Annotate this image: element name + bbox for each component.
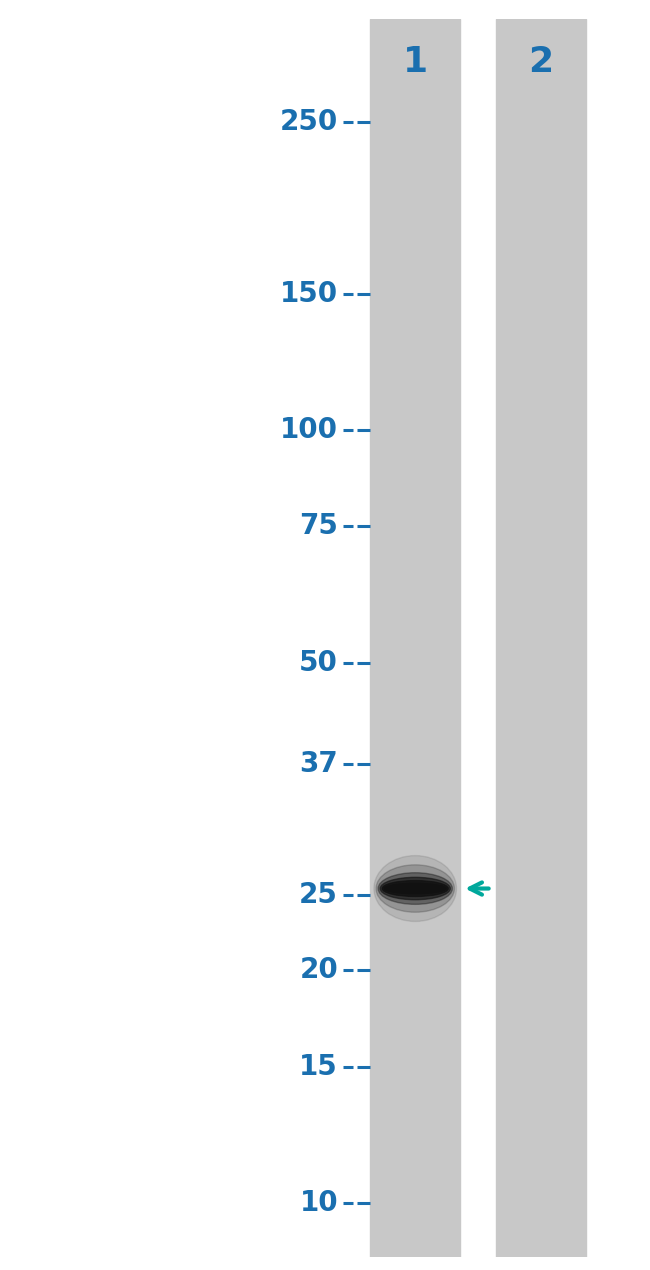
Text: 37: 37 <box>300 749 338 777</box>
Text: 50: 50 <box>299 649 338 677</box>
Text: 100: 100 <box>280 415 338 443</box>
Text: 20: 20 <box>300 956 338 984</box>
Text: 250: 250 <box>280 108 338 136</box>
Text: 25: 25 <box>299 881 338 909</box>
Ellipse shape <box>382 880 448 897</box>
Text: 1: 1 <box>402 46 428 80</box>
Text: 150: 150 <box>280 279 338 307</box>
Ellipse shape <box>380 878 450 899</box>
Text: 2: 2 <box>528 46 553 80</box>
Text: 15: 15 <box>300 1053 338 1081</box>
Ellipse shape <box>378 872 452 904</box>
Ellipse shape <box>376 865 454 912</box>
Ellipse shape <box>384 883 446 894</box>
Ellipse shape <box>374 856 456 922</box>
Text: 75: 75 <box>299 512 338 541</box>
Bar <box>370 19 460 1257</box>
Text: 10: 10 <box>300 1189 338 1217</box>
Bar <box>496 19 586 1257</box>
